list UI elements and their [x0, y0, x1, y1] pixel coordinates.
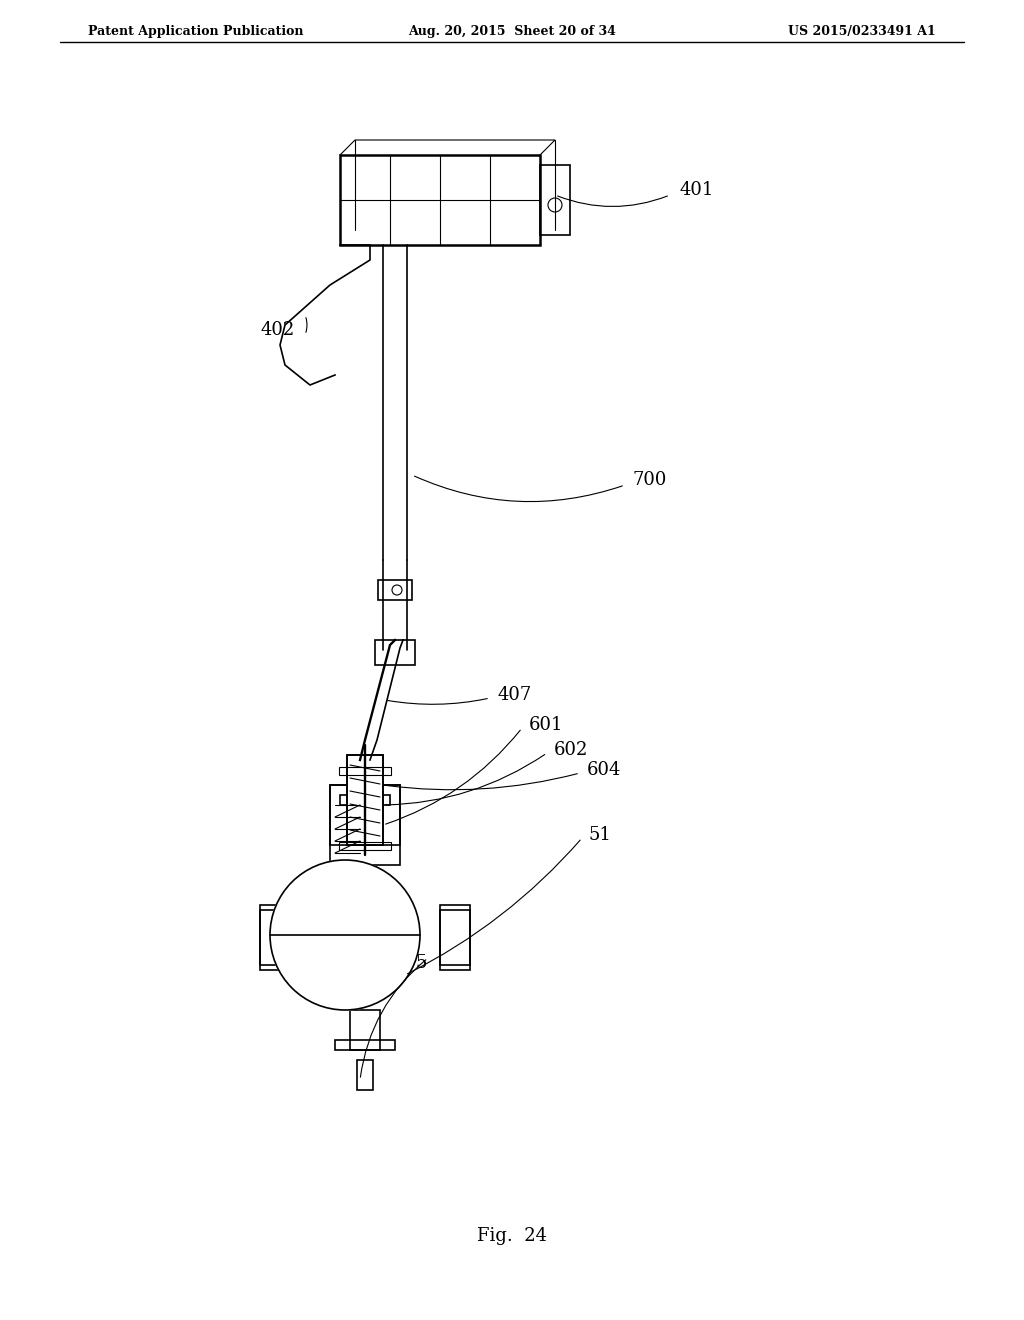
Text: 401: 401 — [680, 181, 715, 199]
Bar — [440, 906, 470, 965]
Text: 5: 5 — [416, 954, 427, 972]
Bar — [339, 842, 391, 850]
Text: 602: 602 — [554, 741, 589, 759]
Text: 604: 604 — [587, 762, 622, 779]
Bar — [330, 785, 400, 865]
Text: Fig.  24: Fig. 24 — [477, 1228, 547, 1245]
Text: 51: 51 — [589, 826, 612, 843]
Bar — [347, 755, 383, 845]
Bar — [339, 767, 391, 775]
Text: US 2015/0233491 A1: US 2015/0233491 A1 — [788, 25, 936, 38]
Bar — [350, 1010, 380, 1049]
Bar — [378, 579, 412, 601]
Bar — [335, 1040, 395, 1049]
Bar — [347, 755, 383, 845]
Circle shape — [270, 861, 420, 1010]
Bar — [330, 785, 400, 845]
Bar — [260, 909, 290, 970]
Bar — [375, 640, 415, 665]
Bar — [357, 1060, 373, 1090]
Text: 601: 601 — [529, 715, 563, 734]
Bar — [540, 165, 570, 235]
Text: 700: 700 — [632, 471, 667, 488]
Bar — [260, 906, 290, 965]
Text: Aug. 20, 2015  Sheet 20 of 34: Aug. 20, 2015 Sheet 20 of 34 — [408, 25, 616, 38]
Bar — [355, 760, 375, 810]
Bar — [340, 154, 540, 246]
Text: 407: 407 — [497, 686, 531, 704]
Text: Patent Application Publication: Patent Application Publication — [88, 25, 303, 38]
Bar — [440, 909, 470, 970]
Bar — [340, 795, 390, 805]
Text: 402: 402 — [261, 321, 295, 339]
